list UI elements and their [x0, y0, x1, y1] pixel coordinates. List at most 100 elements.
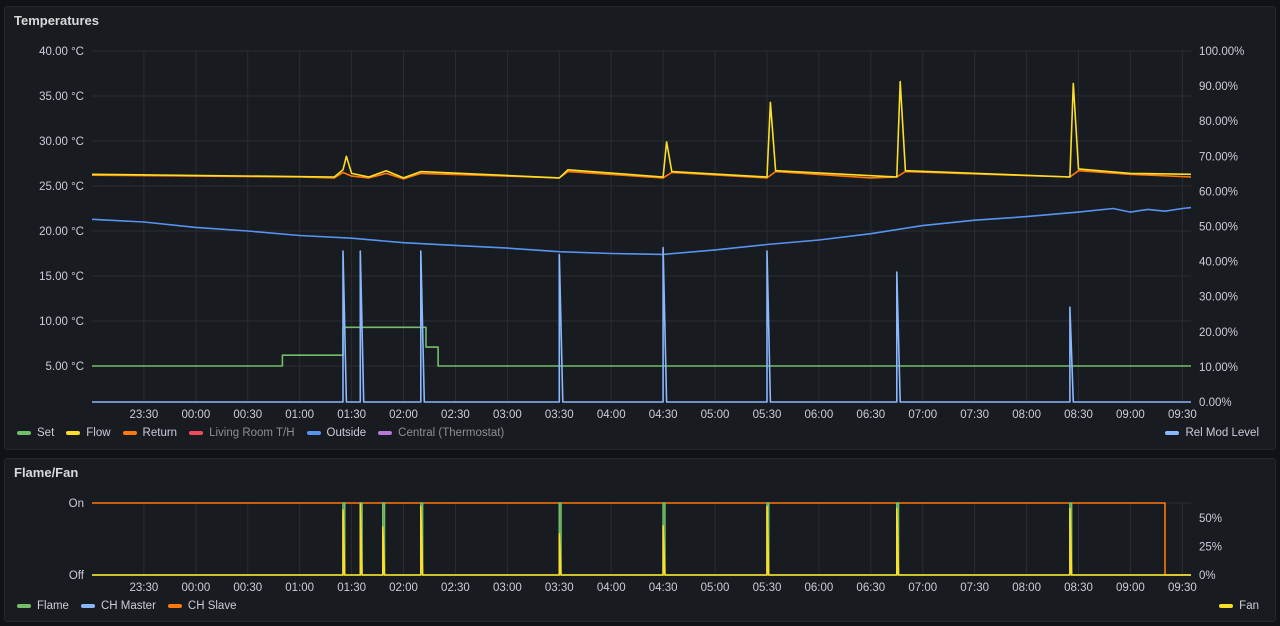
flame-fan-legend-right: Fan: [1219, 600, 1259, 612]
temperatures-y-right-tick-label: 50.00%: [1199, 222, 1238, 234]
legend-swatch-set: [17, 431, 31, 435]
temperatures-y-right-tick-label: 30.00%: [1199, 292, 1238, 304]
flame-fan-panel: Flame/Fan 23:30 00:00 00:30 01:00 01:30 02:00…: [4, 458, 1276, 622]
flame-fan-x-tick-label: 08:00: [1012, 582, 1041, 594]
temperatures-y-right-tick-label: 60.00%: [1199, 186, 1238, 198]
legend-swatch-ch-slave: [167, 604, 182, 608]
legend-label-return: Return: [142, 427, 178, 439]
legend-item-ch-master[interactable]: CH Master: [80, 600, 156, 612]
temperatures-y-right-tick-label: 100.00%: [1199, 46, 1244, 58]
legend-item-central-thermostat[interactable]: Central (Thermostat): [378, 427, 504, 439]
temperatures-legend-left: Set Flow Return Living Room T/H Outside Centr…: [17, 427, 504, 439]
flame-fan-y-right-tick-label: 50%: [1199, 513, 1222, 525]
temperatures-series-flow[interactable]: [91, 80, 1192, 179]
flame-fan-x-tick-label: 00:00: [181, 582, 210, 594]
temperatures-y-right-tick-label: 0.00%: [1199, 397, 1232, 409]
temperatures-y-right-tick-label: 80.00%: [1199, 116, 1238, 128]
legend-item-return[interactable]: Return: [122, 427, 178, 439]
temperatures-y-right-tick-label: 70.00%: [1199, 151, 1238, 163]
temperatures-chart[interactable]: 23:30 00:00 00:30 01:00 01:30 02:00 02:30 03:00…: [5, 7, 1275, 449]
flame-fan-x-tick-label: 01:30: [337, 582, 366, 594]
legend-item-rel-mod-level[interactable]: Rel Mod Level: [1165, 427, 1259, 439]
temperatures-x-tick-label: 04:00: [597, 409, 626, 421]
legend-item-flame[interactable]: Flame: [17, 600, 69, 612]
flame-fan-x-tick-label: 00:30: [233, 582, 262, 594]
temperatures-x-tick-label: 03:00: [493, 409, 522, 421]
flame-fan-y-right-tick-label: 0%: [1199, 570, 1216, 582]
legend-label-fan: Fan: [1239, 600, 1259, 612]
legend-swatch-central-thermostat: [378, 431, 393, 435]
temperatures-x-tick-label: 06:30: [856, 409, 885, 421]
temperatures-series-rel-mod[interactable]: [92, 246, 1191, 403]
flame-fan-x-tick-label: 05:30: [753, 582, 782, 594]
temperatures-y-left-tick-label: 30.00 °C: [39, 136, 84, 148]
flame-fan-x-tick-label: 23:30: [130, 582, 159, 594]
flame-fan-x-tick-label: 04:00: [597, 582, 626, 594]
temperatures-x-tick-label: 03:30: [545, 409, 574, 421]
flame-fan-x-tick-label: 03:30: [545, 582, 574, 594]
temperatures-x-tick-label: 08:00: [1012, 409, 1041, 421]
temperatures-y-right-tick-label: 10.00%: [1199, 362, 1238, 374]
temperatures-y-left-tick-label: 35.00 °C: [39, 91, 84, 103]
temperatures-x-tick-label: 02:00: [389, 409, 418, 421]
flame-fan-x-tick-label: 09:00: [1116, 582, 1145, 594]
temperatures-x-tick-label: 09:30: [1168, 409, 1197, 421]
temperatures-x-tick-label: 05:00: [701, 409, 730, 421]
flame-fan-x-tick-label: 08:30: [1064, 582, 1093, 594]
temperatures-x-tick-label: 09:00: [1116, 409, 1145, 421]
temperatures-x-tick-label: 02:30: [441, 409, 470, 421]
legend-label-outside: Outside: [326, 427, 367, 439]
flame-fan-legend-left: Flame CH Master CH Slave: [17, 600, 236, 612]
legend-item-set[interactable]: Set: [17, 427, 54, 439]
temperatures-y-left-tick-label: 10.00 °C: [39, 316, 84, 328]
flame-fan-x-tick-label: 06:00: [805, 582, 834, 594]
temperatures-y-left-tick-label: 5.00 °C: [46, 361, 84, 373]
temperatures-y-right-tick-label: 90.00%: [1199, 81, 1238, 93]
legend-swatch-flame: [17, 604, 31, 608]
legend-label-set: Set: [37, 427, 55, 439]
legend-item-flow[interactable]: Flow: [66, 427, 111, 439]
legend-swatch-ch-master: [80, 604, 95, 608]
temperatures-series-outside[interactable]: [91, 206, 1192, 256]
legend-swatch-return: [122, 431, 137, 435]
flame-fan-x-tick-label: 01:00: [285, 582, 314, 594]
temperatures-x-tick-label: 01:00: [285, 409, 314, 421]
temperatures-x-tick-label: 06:00: [805, 409, 834, 421]
flame-fan-x-tick-label: 02:30: [441, 582, 470, 594]
temperatures-y-right-tick-label: 20.00%: [1199, 327, 1238, 339]
flame-fan-series-fan[interactable]: [92, 503, 1191, 576]
temperatures-x-tick-label: 04:30: [649, 409, 678, 421]
temperatures-series-set[interactable]: [92, 326, 1191, 367]
flame-fan-x-tick-label: 07:00: [908, 582, 937, 594]
legend-item-fan[interactable]: Fan: [1219, 600, 1259, 612]
flame-fan-x-tick-label: 03:00: [493, 582, 522, 594]
temperatures-y-right-tick-label: 40.00%: [1199, 257, 1238, 269]
temperatures-x-tick-label: 07:00: [908, 409, 937, 421]
legend-item-outside[interactable]: Outside: [306, 427, 367, 439]
temperatures-grid: [92, 50, 1191, 402]
flame-fan-series-flame[interactable]: [92, 502, 1191, 576]
temperatures-x-tick-label: 05:30: [753, 409, 782, 421]
legend-swatch-fan: [1219, 604, 1234, 608]
temperatures-y-left-tick-label: 20.00 °C: [39, 226, 84, 238]
temperatures-panel-title: Temperatures: [14, 13, 100, 28]
flame-fan-y-right-tick-label: 25%: [1199, 541, 1222, 553]
temperatures-x-tick-label: 07:30: [960, 409, 989, 421]
legend-label-ch-master: CH Master: [100, 600, 156, 612]
legend-swatch-living-room-t-h: [189, 431, 204, 435]
flame-fan-panel-title: Flame/Fan: [14, 465, 79, 480]
flame-fan-x-tick-label: 05:00: [701, 582, 730, 594]
temperatures-x-tick-label: 00:30: [233, 409, 262, 421]
temperatures-x-tick-label: 01:30: [337, 409, 366, 421]
legend-label-rel-mod-level: Rel Mod Level: [1185, 427, 1259, 439]
flame-fan-chart[interactable]: 23:30 00:00 00:30 01:00 01:30 02:00 02:30 03:00…: [5, 459, 1275, 621]
legend-label-flame: Flame: [37, 600, 69, 612]
temperatures-x-tick-label: 00:00: [181, 409, 210, 421]
flame-fan-x-tick-label: 06:30: [856, 582, 885, 594]
legend-item-ch-slave[interactable]: CH Slave: [167, 600, 236, 612]
temperatures-panel: Temperatures 23:30 00:00 00:30 01:00 01:30 02…: [4, 6, 1276, 450]
flame-fan-y-left-tick-label: On: [69, 498, 84, 510]
legend-label-living-room-t-h: Living Room T/H: [209, 427, 295, 439]
legend-item-living-room-t-h[interactable]: Living Room T/H: [189, 427, 295, 439]
legend-swatch-flow: [66, 431, 81, 435]
